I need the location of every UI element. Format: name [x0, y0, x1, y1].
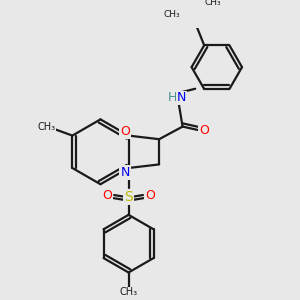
Text: O: O — [102, 188, 112, 202]
Text: S: S — [124, 190, 133, 204]
Text: CH₃: CH₃ — [164, 10, 180, 19]
Text: CH₃: CH₃ — [205, 0, 221, 7]
Text: CH₃: CH₃ — [119, 287, 138, 297]
Text: CH₃: CH₃ — [37, 122, 55, 132]
Text: O: O — [145, 188, 155, 202]
Text: N: N — [120, 166, 130, 179]
Text: O: O — [199, 124, 209, 137]
Text: O: O — [120, 124, 130, 138]
Text: H: H — [168, 91, 177, 104]
Text: N: N — [177, 91, 186, 104]
